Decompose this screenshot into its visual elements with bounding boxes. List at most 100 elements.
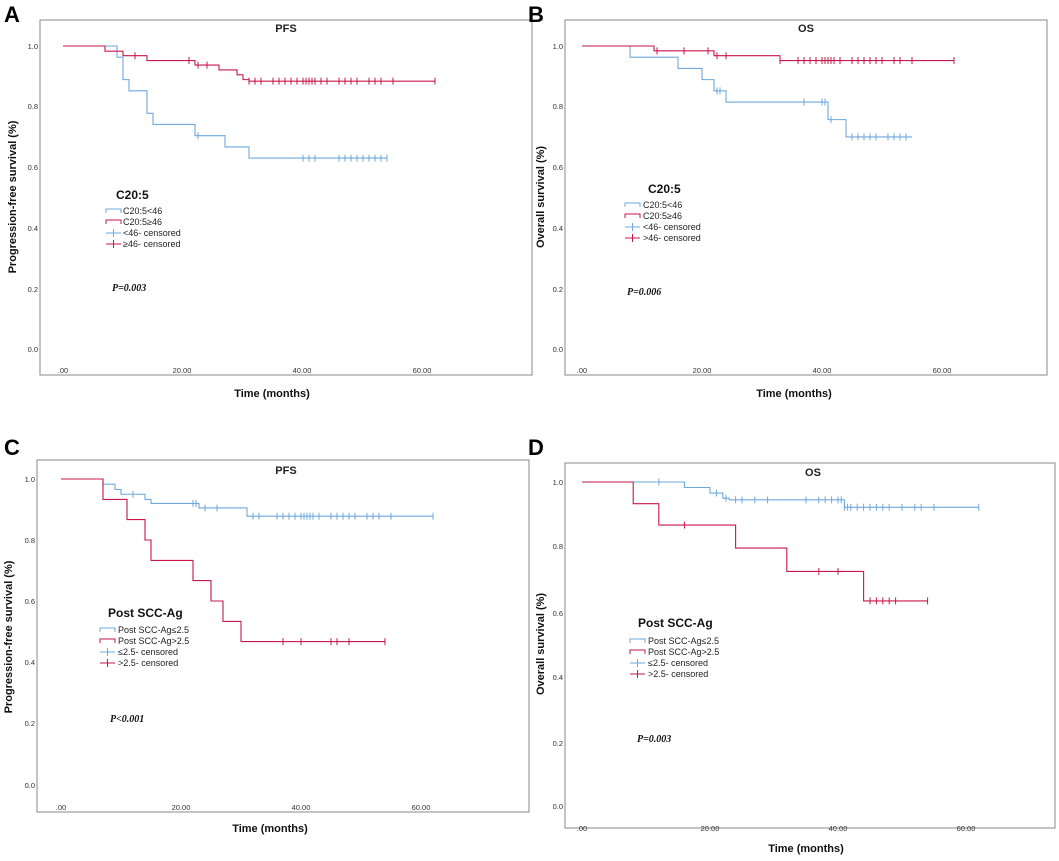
legend-swatch-red-censor: [106, 240, 121, 248]
legend-swatch-blue-censor: [100, 648, 115, 656]
panel-d-legend-entry: Post SCC-Ag>2.5: [648, 647, 719, 657]
panel-d-xtick: 20.00: [701, 824, 720, 833]
panel-d-pvalue: P=0.003: [637, 734, 671, 745]
panel-b-ytick: 0.8: [553, 102, 563, 111]
panel-b-legend-title: C20:5: [648, 182, 681, 196]
panel-b-pvalue: P=0.006: [627, 287, 661, 298]
panel-b-legend: C20:5 C20:5<46 C20:5≥46 <46- censored >4…: [624, 182, 701, 243]
panel-d-ytick: 0.4: [553, 673, 563, 682]
panel-d: D OS Time (months) Overall survival (%) …: [528, 435, 1056, 855]
panel-a-xtick: 60.00: [413, 366, 432, 375]
panel-b-legend-entry: C20:5≥46: [643, 211, 682, 221]
legend-swatch-blue-line: [624, 202, 641, 207]
km-curve-blue: [582, 45, 912, 138]
panel-a-xtick: .00: [58, 366, 68, 375]
legend-swatch-blue-censor: [625, 223, 640, 231]
panel-c-legend: Post SCC-Ag Post SCC-Ag≤2.5 Post SCC-Ag>…: [99, 606, 189, 668]
panel-b-title: OS: [798, 23, 814, 35]
panel-c-ytick: 0.2: [25, 719, 35, 728]
km-curve-blue: [63, 45, 387, 159]
legend-swatch-blue-line: [629, 638, 646, 643]
panel-c-legend-entry: Post SCC-Ag≤2.5: [118, 625, 189, 635]
panel-d-legend-entry: ≤2.5- censored: [648, 658, 708, 668]
panel-d-frame: [564, 462, 1056, 829]
panel-c-xlabel: Time (months): [232, 823, 308, 835]
panel-d-ytick: 1.0: [553, 478, 563, 487]
panel-c-ytick: 0.6: [25, 597, 35, 606]
legend-swatch-red-censor: [625, 234, 640, 242]
legend-swatch-blue-line: [105, 208, 122, 213]
panel-c-legend-title: Post SCC-Ag: [108, 606, 183, 620]
legend-swatch-red-line: [99, 638, 116, 643]
km-curve-red: [582, 45, 954, 62]
panel-c-xticks: .00 20.00 40.00 60.00: [56, 803, 431, 812]
panel-a-xtick: 20.00: [173, 366, 192, 375]
panel-a-title: PFS: [275, 23, 296, 35]
legend-swatch-red-censor: [630, 670, 645, 678]
km-curve-red: [61, 478, 385, 643]
legend-swatch-red-line: [629, 649, 646, 654]
panel-d-ytick: 0.8: [553, 542, 563, 551]
panel-a-legend-entry: ≥46- censored: [123, 239, 180, 249]
panel-c: C PFS Time (months) Progression-free sur…: [3, 435, 530, 835]
panel-d-ytick: 0.0: [553, 802, 563, 811]
legend-swatch-blue-line: [99, 627, 116, 632]
panel-a-legend-entry: C20:5<46: [123, 206, 162, 216]
panel-c-ytick: 0.4: [25, 658, 35, 667]
panel-c-ylabel: Progression-free survival (%): [3, 560, 15, 713]
panel-a-letter: A: [4, 2, 20, 27]
panel-a-ytick: 0.2: [28, 285, 38, 294]
panel-b-xtick: .00: [577, 366, 587, 375]
panel-a-xtick: 40.00: [293, 366, 312, 375]
panel-c-frame: [36, 459, 530, 813]
panel-d-legend-entry: >2.5- censored: [648, 669, 708, 679]
panel-b-frame: [564, 19, 1048, 376]
panel-b-legend-entry: >46- censored: [643, 233, 701, 243]
panel-c-letter: C: [4, 435, 20, 460]
panel-a: A PFS Time (months) Progression-free sur…: [4, 2, 533, 400]
panel-d-legend-entry: Post SCC-Ag≤2.5: [648, 636, 719, 646]
km-curve-red: [582, 481, 928, 602]
panel-d-ytick: 0.6: [553, 609, 563, 618]
km-curve-blue: [61, 478, 433, 517]
panel-b-legend-entry: <46- censored: [643, 222, 701, 232]
panel-a-ytick: 0.6: [28, 163, 38, 172]
panel-a-legend-title: C20:5: [116, 188, 149, 202]
panel-d-xtick: 60.00: [957, 824, 976, 833]
panel-b-letter: B: [528, 2, 544, 27]
panel-a-xticks: .00 20.00 40.00 60.00: [58, 366, 432, 375]
panel-c-ytick: 0.8: [25, 536, 35, 545]
panel-c-ytick: 1.0: [25, 475, 35, 484]
panel-c-title: PFS: [275, 465, 296, 477]
panel-b-ytick: 0.2: [553, 285, 563, 294]
panel-b-ytick: 0.0: [553, 345, 563, 354]
panel-d-xticks: .00 20.00 40.00 60.00: [577, 824, 976, 833]
panel-b-ytick: 0.6: [553, 163, 563, 172]
panel-b-xtick: 60.00: [933, 366, 952, 375]
km-curve-blue: [582, 481, 979, 508]
panel-b-legend-entry: C20:5<46: [643, 200, 682, 210]
panel-a-ytick: 0.8: [28, 102, 38, 111]
panel-d-curves: [582, 478, 980, 605]
legend-swatch-red-line: [105, 219, 122, 224]
panel-a-ytick: 0.0: [28, 345, 38, 354]
panel-b-ylabel: Overall survival (%): [535, 146, 547, 248]
panel-b-ytick: 0.4: [553, 224, 563, 233]
panel-c-xtick: 60.00: [412, 803, 431, 812]
legend-swatch-red-censor: [100, 659, 115, 667]
panel-b-xtick: 40.00: [813, 366, 832, 375]
legend-swatch-blue-censor: [630, 659, 645, 667]
panel-d-ylabel: Overall survival (%): [535, 593, 547, 695]
panel-c-legend-entry: ≤2.5- censored: [118, 647, 178, 657]
panel-a-legend: C20:5 C20:5<46 C20:5≥46 <46- censored ≥4…: [105, 188, 181, 249]
km-curve-red: [63, 45, 435, 82]
panel-a-legend-entry: C20:5≥46: [123, 217, 162, 227]
panel-c-pvalue: P<0.001: [110, 714, 144, 725]
panel-d-xtick: 40.00: [829, 824, 848, 833]
panel-c-xtick: 40.00: [292, 803, 311, 812]
panel-a-ytick: 0.4: [28, 224, 38, 233]
panel-b-yticks: 0.0 0.2 0.4 0.6 0.8 1.0: [553, 42, 563, 354]
panel-d-xtick: .00: [577, 824, 587, 833]
panel-a-ytick: 1.0: [28, 42, 38, 51]
